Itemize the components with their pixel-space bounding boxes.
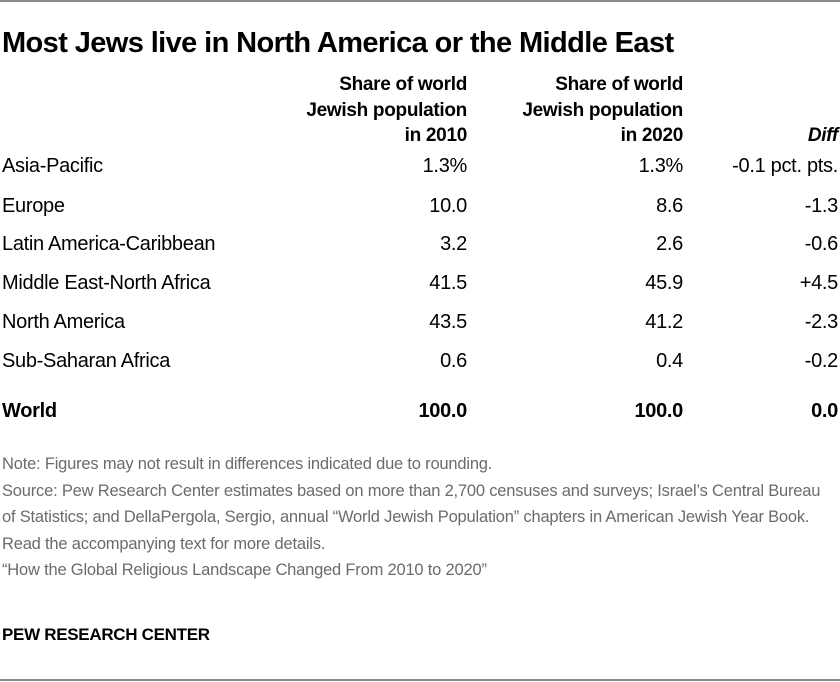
chart-title: Most Jews live in North America or the M… (2, 27, 674, 59)
cell-2010: 10.0 (429, 195, 467, 217)
table-row: Latin America-Caribbean 3.2 2.6 -0.6 (0, 233, 840, 261)
cell-diff: -0.1 pct. pts. (732, 155, 838, 177)
row-label: North America (2, 311, 125, 333)
cell-2010: 1.3% (422, 155, 468, 177)
row-label: Sub-Saharan Africa (2, 350, 171, 372)
row-label: World (2, 400, 57, 422)
cell-2020: 2.6 (656, 233, 683, 255)
cell-diff: -0.2 (804, 350, 839, 372)
table-row: Middle East-North Africa 41.5 45.9 +4.5 (0, 272, 840, 300)
cell-2020: 45.9 (645, 272, 683, 294)
cell-2020: 1.3% (638, 155, 684, 177)
cell-diff: -1.3 (804, 195, 839, 217)
column-header-2010: Share of world Jewish population in 2010 (306, 72, 467, 149)
header-line: Share of world (555, 74, 683, 95)
header-line: in 2010 (404, 125, 468, 146)
table-row: Europe 10.0 8.6 -1.3 (0, 195, 840, 223)
cell-diff: 0.0 (811, 400, 838, 422)
source-text: Source: Pew Research Center estimates ba… (2, 481, 821, 553)
table-row: North America 43.5 41.2 -2.3 (0, 311, 840, 339)
brand-logo-text: PEW RESEARCH CENTER (2, 625, 210, 644)
column-header-diff: Diff (807, 125, 838, 146)
cell-2020: 41.2 (645, 311, 683, 333)
cell-2020: 8.6 (656, 195, 683, 217)
table-row: Sub-Saharan Africa 0.6 0.4 -0.2 (0, 350, 840, 378)
note-text: Note: Figures may not result in differen… (2, 455, 493, 473)
row-label: Latin America-Caribbean (2, 233, 216, 255)
cell-diff: -2.3 (804, 311, 839, 333)
cell-2010: 3.2 (440, 233, 467, 255)
bottom-rule (0, 679, 840, 681)
cell-2010: 41.5 (429, 272, 467, 294)
cell-2010: 100.0 (418, 400, 467, 422)
cell-diff: -0.6 (804, 233, 839, 255)
header-line: Jewish population (522, 99, 683, 121)
row-label: Middle East-North Africa (2, 272, 211, 294)
column-header-2020: Share of world Jewish population in 2020 (522, 72, 683, 149)
row-label: Asia-Pacific (2, 155, 103, 177)
table-row: Asia-Pacific 1.3% 1.3% -0.1 pct. pts. (0, 155, 840, 183)
cell-2020: 100.0 (634, 400, 683, 422)
header-line: Share of world (339, 74, 467, 95)
top-rule (0, 0, 840, 2)
header-line: in 2020 (620, 125, 684, 146)
cell-diff: +4.5 (799, 272, 839, 294)
row-label: Europe (2, 195, 65, 217)
report-title: “How the Global Religious Landscape Chan… (2, 561, 487, 579)
table-row-world: World 100.0 100.0 0.0 (0, 400, 840, 428)
notes: Note: Figures may not result in differen… (2, 451, 832, 584)
header-line: Jewish population (306, 99, 467, 121)
cell-2020: 0.4 (656, 350, 683, 372)
cell-2010: 0.6 (440, 350, 467, 372)
cell-2010: 43.5 (429, 311, 467, 333)
